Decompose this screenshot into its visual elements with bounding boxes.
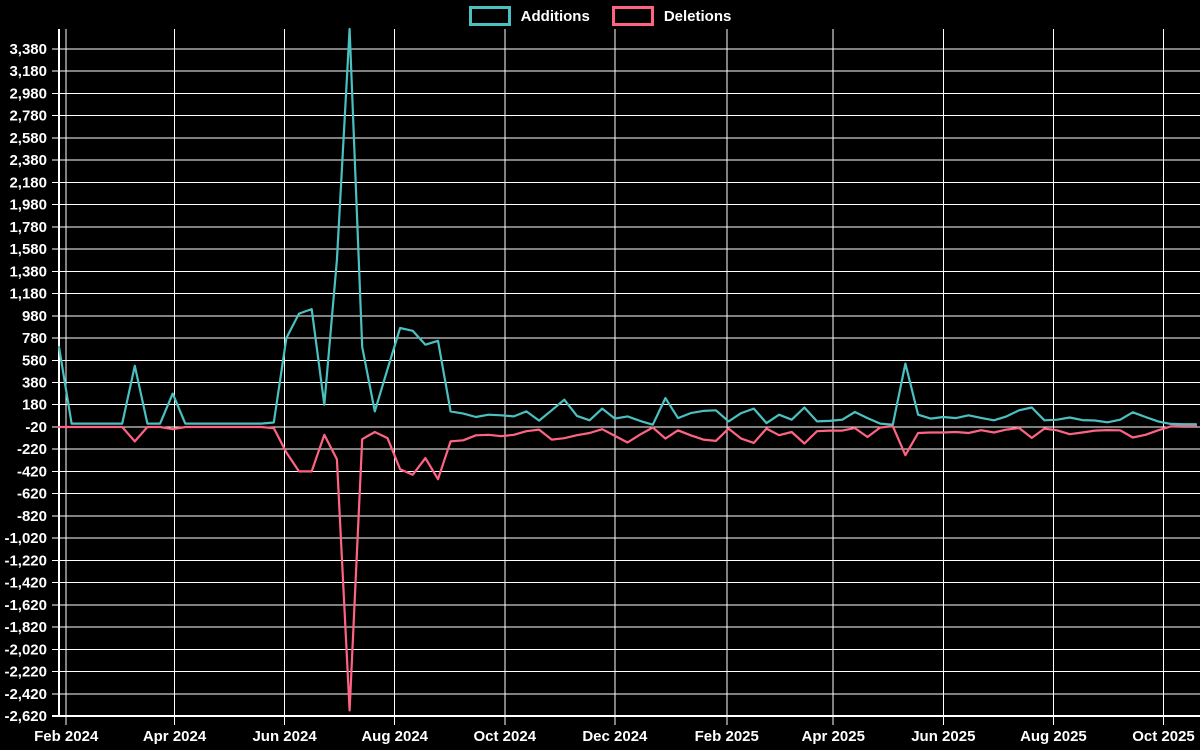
y-tick-label: 780 bbox=[22, 330, 47, 347]
x-tick-label: Oct 2025 bbox=[1132, 728, 1195, 745]
y-tick-label: 580 bbox=[22, 352, 47, 369]
chart-legend: Additions Deletions bbox=[0, 6, 1200, 26]
y-tick-label: 3,380 bbox=[9, 41, 47, 58]
y-tick-label: 2,380 bbox=[9, 152, 47, 169]
y-tick-label: 2,780 bbox=[9, 108, 47, 125]
y-tick-label: -1,020 bbox=[4, 530, 47, 547]
y-tick-label: 180 bbox=[22, 397, 47, 414]
x-tick-label: Jun 2025 bbox=[911, 728, 975, 745]
y-tick-label: -2,220 bbox=[4, 664, 47, 681]
y-tick-label: -1,820 bbox=[4, 619, 47, 636]
y-tick-label: 1,180 bbox=[9, 286, 47, 303]
legend-item-deletions[interactable]: Deletions bbox=[611, 6, 732, 26]
legend-label-additions: Additions bbox=[520, 7, 590, 25]
y-tick-label: -2,420 bbox=[4, 686, 47, 703]
y-tick-label: -220 bbox=[17, 441, 47, 458]
y-tick-label: 1,780 bbox=[9, 219, 47, 236]
x-tick-label: Aug 2024 bbox=[361, 728, 428, 745]
y-tick-label: 1,980 bbox=[9, 197, 47, 214]
y-tick-label: -420 bbox=[17, 463, 47, 480]
x-tick-label: Feb 2025 bbox=[695, 728, 759, 745]
legend-item-additions[interactable]: Additions bbox=[468, 6, 590, 26]
x-tick-label: Oct 2024 bbox=[474, 728, 537, 745]
y-tick-label: 1,380 bbox=[9, 263, 47, 280]
y-tick-label: -2,620 bbox=[4, 708, 47, 725]
additions-line bbox=[57, 27, 1198, 426]
y-tick-label: -820 bbox=[17, 508, 47, 525]
y-tick-label: -1,620 bbox=[4, 597, 47, 614]
y-tick-label: -620 bbox=[17, 486, 47, 503]
additions-swatch-icon bbox=[468, 6, 511, 26]
x-tick-label: Feb 2024 bbox=[34, 728, 99, 745]
y-tick-label: 3,180 bbox=[9, 63, 47, 80]
y-tick-label: 980 bbox=[22, 308, 47, 325]
y-tick-label: -20 bbox=[25, 419, 47, 436]
y-tick-label: 1,580 bbox=[9, 241, 47, 258]
x-tick-label: Aug 2025 bbox=[1020, 728, 1087, 745]
y-tick-label: -1,420 bbox=[4, 575, 47, 592]
x-tick-label: Apr 2024 bbox=[143, 728, 207, 745]
y-tick-label: 2,980 bbox=[9, 85, 47, 102]
deletions-swatch-icon bbox=[611, 6, 654, 26]
deletions-line bbox=[57, 424, 1198, 712]
legend-label-deletions: Deletions bbox=[663, 7, 732, 25]
x-gridlines: Feb 2024 Apr 2024 Jun 2024 Aug 2024 Oct 2024… bbox=[34, 29, 1195, 745]
y-tick-label: -2,020 bbox=[4, 641, 47, 658]
x-tick-label: Dec 2024 bbox=[582, 728, 648, 745]
y-tick-label: 2,580 bbox=[9, 130, 47, 147]
y-gridlines: 3,380 3,180 2,980 2,780 2,580 2,380 2,180 1,980… bbox=[4, 41, 1200, 725]
x-tick-label: Jun 2024 bbox=[252, 728, 317, 745]
y-tick-label: 2,180 bbox=[9, 174, 47, 191]
y-tick-label: -1,220 bbox=[4, 552, 47, 569]
y-tick-label: 380 bbox=[22, 375, 47, 392]
x-tick-label: Apr 2025 bbox=[802, 728, 865, 745]
